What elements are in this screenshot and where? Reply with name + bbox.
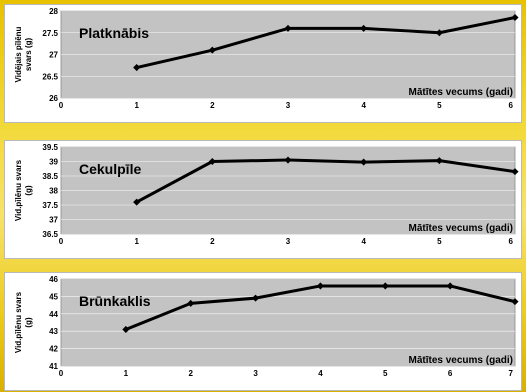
- x-tick-label: 2: [210, 237, 215, 246]
- y-tick-label: 26: [49, 94, 58, 103]
- data-point: [316, 282, 324, 290]
- y-tick-label: 43: [49, 327, 58, 336]
- y-tick-label: 27: [49, 51, 58, 60]
- y-axis-label: Vid.pīlēnu svars(g): [14, 291, 33, 353]
- y-tick-label: 45: [49, 292, 58, 301]
- y-tick-label: 38.5: [42, 172, 58, 181]
- x-tick-label: 1: [134, 237, 139, 246]
- y-tick-label: 38: [49, 187, 58, 196]
- y-axis-label-line: Vidējais pīlēnu: [14, 26, 23, 82]
- data-point: [511, 298, 519, 306]
- x-tick-label: 5: [383, 369, 388, 378]
- series-line: [136, 16, 516, 70]
- x-axis-label: Mātītes vecums (gadi): [409, 223, 513, 234]
- y-axis-label-line: Vid.pīlēnu svars: [14, 291, 23, 353]
- series-line: [135, 158, 516, 204]
- x-axis-label: Mātītes vecums (gadi): [409, 355, 513, 366]
- x-tick-label: 4: [318, 369, 323, 378]
- y-tick-label: 44: [49, 310, 58, 319]
- x-tick-label: 5: [437, 237, 442, 246]
- x-tick-label: 6: [509, 101, 514, 110]
- x-tick-label: 3: [286, 101, 291, 110]
- data-point: [208, 157, 216, 166]
- y-tick-label: 42: [49, 345, 58, 354]
- y-tick-label: 27.5: [42, 29, 58, 38]
- x-tick-label: 7: [509, 369, 514, 378]
- x-tick-label: 2: [210, 101, 215, 110]
- data-point: [284, 156, 292, 164]
- y-tick-label: 39.5: [42, 143, 58, 152]
- y-tick-label: 36.5: [42, 230, 58, 239]
- x-tick-label: 3: [286, 237, 291, 246]
- x-tick-label: 4: [361, 237, 366, 246]
- x-tick-label: 6: [509, 237, 514, 246]
- data-point: [435, 29, 443, 37]
- y-tick-label: 39: [49, 158, 58, 167]
- x-tick-label: 0: [59, 237, 64, 246]
- y-axis-label-line: svars (g): [24, 37, 33, 71]
- x-tick-label: 6: [448, 369, 453, 378]
- y-axis-label: Vidējais pīlēnusvars (g): [14, 26, 33, 82]
- x-tick-label: 0: [59, 369, 64, 378]
- x-tick-label: 1: [134, 101, 139, 110]
- data-point: [511, 168, 519, 176]
- y-tick-label: 26.5: [42, 72, 58, 81]
- y-tick-label: 37: [49, 216, 58, 225]
- data-point: [133, 64, 141, 72]
- y-axis-label-line: Vid.pīlēnu svars: [14, 159, 23, 221]
- chart-svg: 36.5 37 37.5 38 38.5 39 39.5 0 1 2 3 4 5 6 Cekulpīle Mā…: [14, 143, 519, 246]
- chart-panel-platknabis: 26 26.5 27 27.5 28 0 1 2 3 4 5 6 Platknābis Mātītes v…: [5, 5, 521, 122]
- data-point: [381, 282, 389, 290]
- y-axis-label-line: (g): [24, 317, 33, 328]
- chart-panel-brunkaklis: 41 42 43 44 45 46 0 1 2 3 4 5 6 7 Brūnkaklis Mātītes ve…: [5, 273, 521, 390]
- data-point: [435, 157, 443, 165]
- x-tick-label: 4: [361, 101, 366, 110]
- data-point: [511, 13, 519, 22]
- chart-title: Cekulpīle: [79, 161, 141, 177]
- chart-title: Platknābis: [79, 25, 149, 41]
- y-axis-label: Vid.pīlēnu svars(g): [14, 159, 33, 221]
- x-tick-label: 5: [437, 101, 442, 110]
- x-axis-label: Mātītes vecums (gadi): [409, 87, 513, 98]
- data-point: [360, 24, 368, 32]
- y-tick-label: 37.5: [42, 201, 58, 210]
- x-tick-label: 3: [253, 369, 258, 378]
- x-tick-label: 0: [59, 101, 64, 110]
- chart-svg: 26 26.5 27 27.5 28 0 1 2 3 4 5 6 Platknābis Mātītes v…: [14, 7, 519, 110]
- data-point: [208, 46, 216, 54]
- chart-panel-cekulpile: 36.5 37 37.5 38 38.5 39 39.5 0 1 2 3 4 5 6 Cekulpīle Mā…: [5, 141, 521, 258]
- y-tick-label: 41: [49, 362, 58, 371]
- data-point: [133, 198, 141, 206]
- data-point: [446, 282, 454, 290]
- y-tick-label: 46: [49, 275, 58, 284]
- x-tick-label: 1: [124, 369, 129, 378]
- y-axis-label-line: (g): [24, 185, 33, 196]
- y-tick-label: 28: [49, 7, 58, 16]
- x-tick-label: 2: [188, 369, 193, 378]
- chart-title: Brūnkaklis: [79, 293, 151, 309]
- data-point: [284, 24, 292, 32]
